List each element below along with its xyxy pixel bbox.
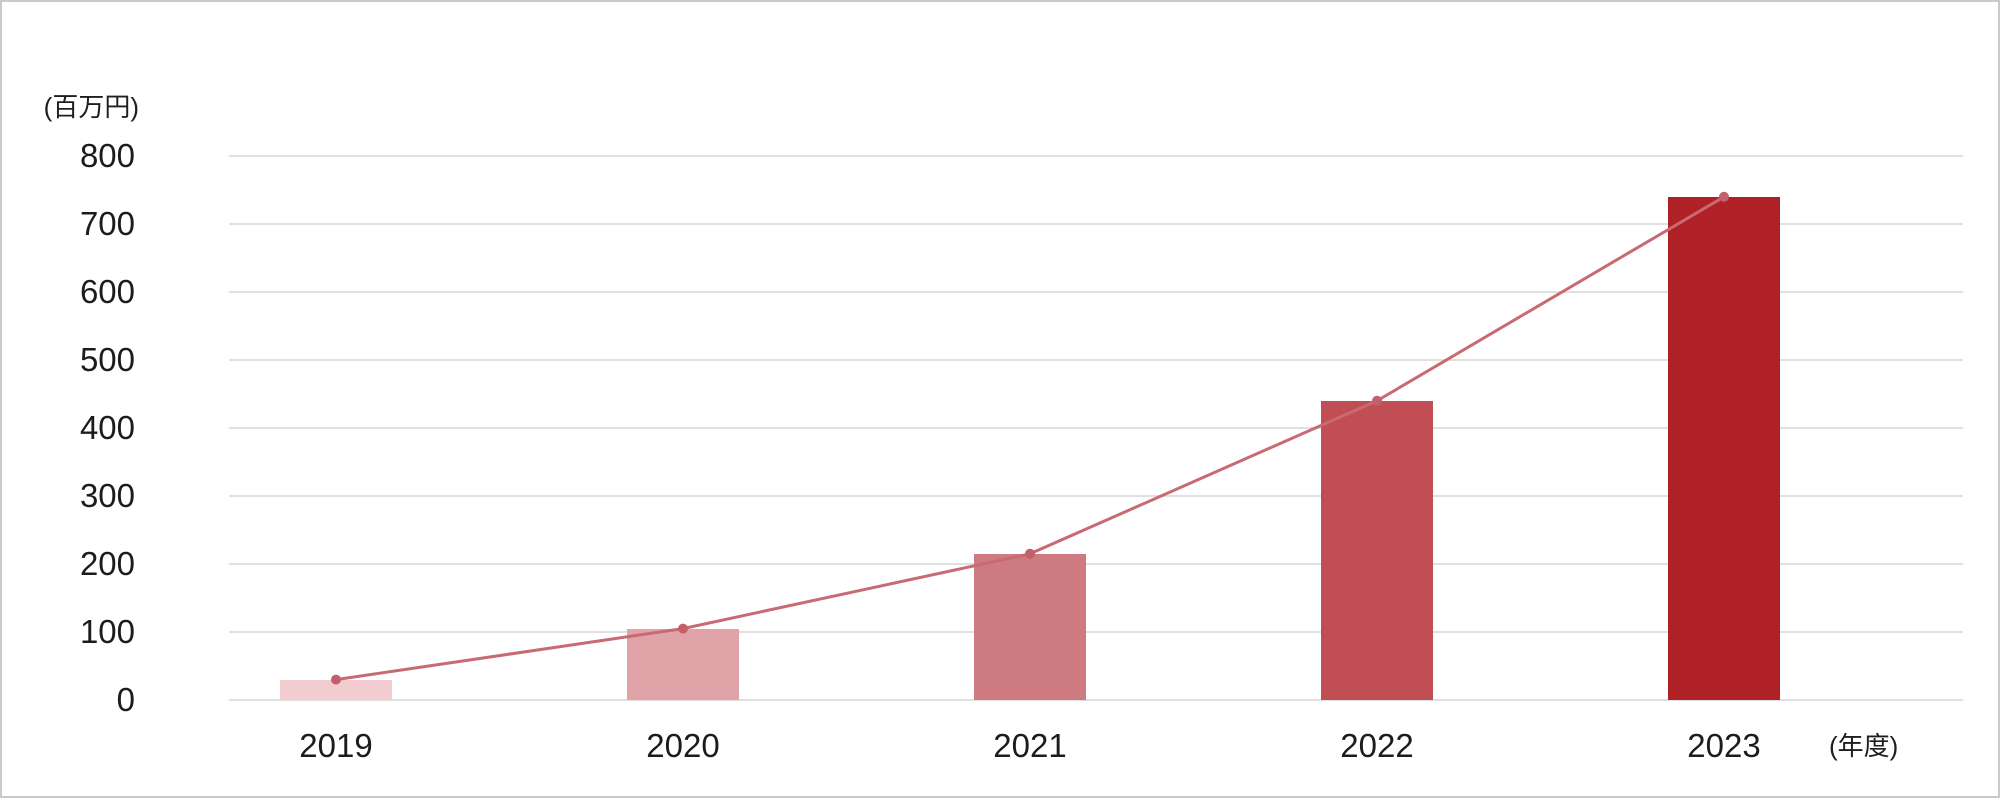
trend-line: [335, 195, 1725, 682]
data-point-dot-2023: [1719, 191, 1729, 202]
y-axis-tick-label: 0: [116, 681, 135, 718]
data-point-dot-2022: [1372, 395, 1382, 406]
y-axis-tick-label: 400: [79, 409, 135, 446]
data-point-dot-2021: [1025, 548, 1035, 559]
y-axis-tick-label: 300: [79, 477, 135, 514]
gridline: [229, 699, 1963, 701]
y-axis-tick-label: 100: [79, 613, 135, 650]
bar-2023: [1668, 196, 1780, 700]
bar-2019: [280, 679, 392, 700]
y-axis-unit-label: (百万円): [43, 92, 139, 122]
gridline: [229, 359, 1963, 361]
gridline: [229, 155, 1963, 157]
x-axis-unit-label: (年度): [1829, 731, 1899, 761]
x-axis-tick-label-2019: 2019: [299, 727, 373, 764]
y-axis-tick-label: 500: [79, 341, 135, 378]
y-axis-tick-label: 800: [79, 137, 135, 174]
y-axis-tick-label: 600: [79, 273, 135, 310]
gridline: [229, 563, 1963, 565]
gridline: [229, 495, 1963, 497]
x-axis-tick-label-2022: 2022: [1340, 727, 1414, 764]
gridline: [229, 223, 1963, 225]
gridline: [229, 291, 1963, 293]
gridline: [229, 427, 1963, 429]
x-axis-tick-label-2021: 2021: [993, 727, 1067, 764]
y-axis-tick-label: 200: [79, 545, 135, 582]
y-axis-tick-label: 700: [79, 205, 135, 242]
data-point-dot-2020: [678, 623, 688, 634]
x-axis-tick-label-2020: 2020: [646, 727, 720, 764]
data-point-dot-2019: [331, 674, 341, 685]
x-axis-tick-label-2023: 2023: [1687, 727, 1761, 764]
bar-2021: [974, 553, 1086, 700]
bar-2020: [627, 628, 739, 700]
gridline: [229, 631, 1963, 633]
bar-2022: [1321, 400, 1433, 700]
